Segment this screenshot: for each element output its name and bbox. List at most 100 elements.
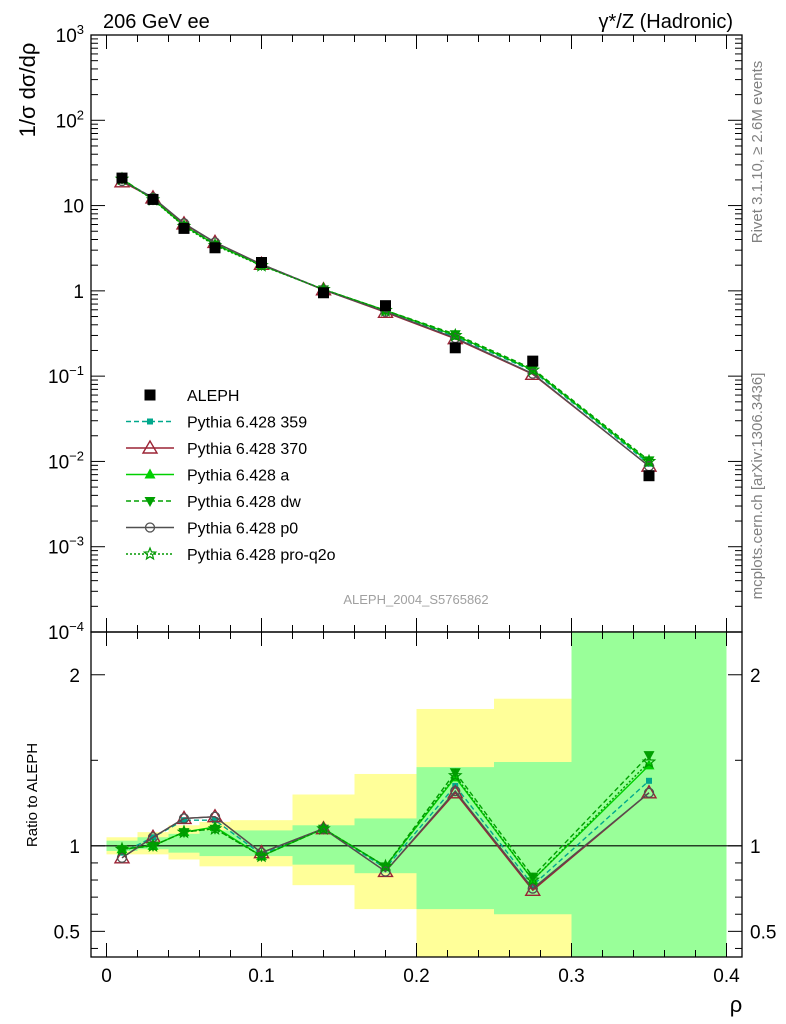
legend-label: Pythia 6.428 a <box>187 468 289 485</box>
point-square <box>646 777 652 784</box>
point-star-open <box>447 327 463 342</box>
header-right-label: γ*/Z (Hadronic) <box>599 11 733 33</box>
series-line <box>121 178 650 462</box>
point-data <box>449 342 461 354</box>
y-axis-label-main: 1/σ dσ/dρ <box>15 43 40 138</box>
point-data <box>209 242 221 254</box>
ratio-line <box>121 790 650 890</box>
band-green <box>168 833 200 853</box>
series-line <box>121 180 650 467</box>
y-tick-label: 10−1 <box>48 363 84 388</box>
legend-entry: Pythia 6.428 p0 <box>126 521 298 538</box>
main-frame <box>90 34 743 633</box>
series-5-ratio <box>114 754 657 887</box>
x-tick-label: 0 <box>101 966 112 987</box>
band-green <box>571 632 727 957</box>
point-data <box>643 470 655 482</box>
point-circle-open <box>144 522 156 533</box>
point-circle-open <box>643 787 655 798</box>
legend-entry: Pythia 6.428 359 <box>126 415 307 432</box>
x-tick-label: 0.4 <box>713 966 740 987</box>
main-y-ticks <box>91 34 742 633</box>
point-triangle-down <box>449 768 461 779</box>
legend-entry: Pythia 6.428 pro-q2o <box>126 546 336 564</box>
y-tick-label: 10 <box>63 197 84 218</box>
point-square <box>181 817 187 824</box>
y-tick-label: 10−2 <box>48 448 84 473</box>
x-tick-label: 0.3 <box>558 966 584 987</box>
point-square <box>147 418 153 425</box>
point-triangle-open <box>524 881 541 896</box>
point-star-open <box>525 872 541 887</box>
point-circle-open <box>527 883 538 894</box>
y-tick-label: 10−3 <box>48 534 84 559</box>
point-square <box>529 882 536 889</box>
point-data <box>147 193 159 205</box>
point-data <box>318 287 329 299</box>
legend: ALEPH Pythia 6.428 359 Pythia 6.428 370 Pyt… <box>126 388 336 564</box>
ratio-y-tick-label-right: 1 <box>750 837 761 858</box>
legend-label: Pythia 6.428 p0 <box>187 521 298 538</box>
mcplots-side-label: mcplots.cern.ch [arXiv:1306.3436] <box>749 373 766 600</box>
legend-label: Pythia 6.428 370 <box>187 441 307 458</box>
point-star-open <box>145 838 161 853</box>
point-data <box>178 222 190 234</box>
point-circle-open <box>178 813 190 824</box>
header-left-label: 206 GeV ee <box>103 11 210 33</box>
point-star-open <box>114 841 130 856</box>
point-square <box>212 817 218 824</box>
point-data <box>116 172 128 184</box>
x-tick-label: 0.2 <box>403 966 429 987</box>
x-ticks <box>106 35 727 957</box>
ratio-panel: 0 0.1 0.2 0.3 0.4 0.5 1 2 0.5 1 2 <box>54 35 776 987</box>
point-data <box>380 300 391 312</box>
point-star-open <box>641 754 657 769</box>
point-star-open <box>378 858 393 873</box>
point-star-open <box>525 362 541 377</box>
y-tick-label: 102 <box>56 107 84 132</box>
point-circle-open <box>116 852 128 863</box>
legend-label: Pythia 6.428 359 <box>187 415 307 432</box>
point-star-open <box>207 821 223 835</box>
ratio-y-tick-label-left: 1 <box>69 837 80 858</box>
y-tick-label: 1 <box>73 282 84 303</box>
ratio-y-tick-label-right: 0.5 <box>750 922 776 943</box>
y-tick-label: 103 <box>56 22 84 47</box>
point-triangle-open <box>141 439 159 454</box>
point-star-open <box>316 821 331 835</box>
y-tick-label: 10−4 <box>48 619 84 644</box>
point-triangle <box>144 468 156 479</box>
ratio-y-tick-label-right: 2 <box>750 666 761 687</box>
ratio-line <box>121 780 650 887</box>
ratio-y-tick-label-left: 0.5 <box>54 922 80 943</box>
point-circle-open <box>450 785 461 797</box>
ratio-line <box>121 761 650 882</box>
watermark-label: ALEPH_2004_S5765862 <box>343 592 488 607</box>
point-data <box>256 257 267 269</box>
point-circle-open <box>380 866 391 877</box>
point-star-open <box>447 768 463 782</box>
point-data <box>527 355 539 367</box>
ratio-y-tick-label-left: 2 <box>69 666 80 687</box>
legend-label: Pythia 6.428 pro-q2o <box>187 547 336 564</box>
ratio-y-ticks <box>91 674 742 949</box>
rivet-side-label: Rivet 3.1.10, ≥ 2.6M events <box>749 61 766 244</box>
legend-entry: Pythia 6.428 370 <box>126 439 307 458</box>
point-circle-open <box>147 832 159 843</box>
legend-label: Pythia 6.428 dw <box>187 494 301 511</box>
point-triangle-down <box>449 330 461 341</box>
x-tick-label: 0.1 <box>248 966 274 987</box>
point-star-open <box>254 848 269 863</box>
point-triangle-down <box>144 497 156 507</box>
point-star-open <box>641 453 657 468</box>
point-triangle-open <box>447 784 464 799</box>
legend-label: ALEPH <box>187 388 239 405</box>
point-data <box>144 389 156 401</box>
y-axis-label-ratio: Ratio to ALEPH <box>24 743 41 847</box>
data-points <box>116 172 655 482</box>
point-star-open <box>176 824 192 839</box>
point-star-open <box>142 546 158 561</box>
legend-entry: ALEPH <box>144 388 239 405</box>
